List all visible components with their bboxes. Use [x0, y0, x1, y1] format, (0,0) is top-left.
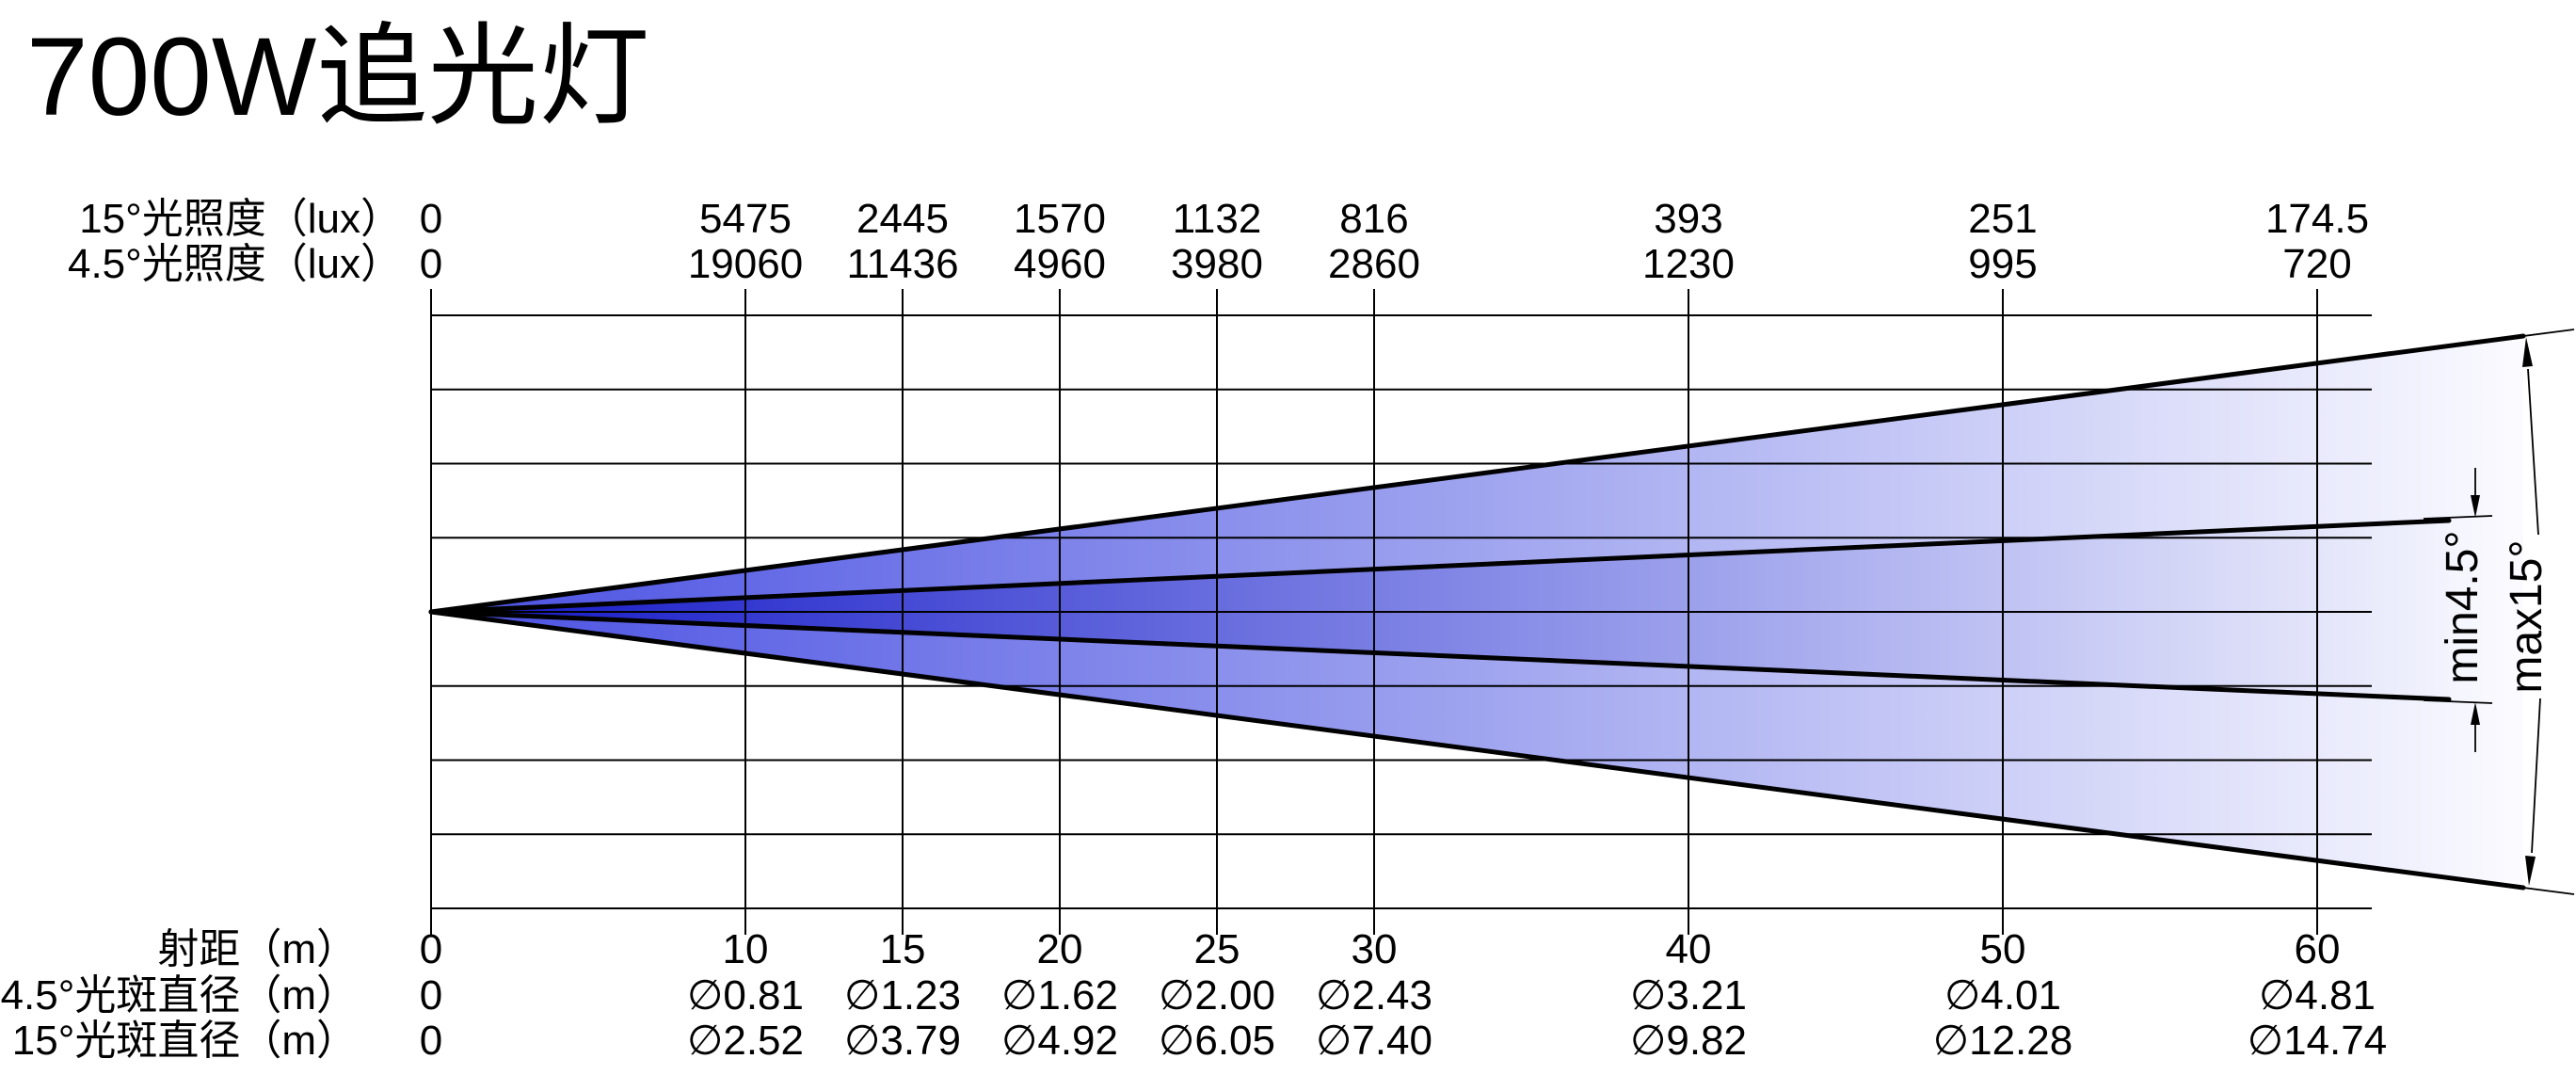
- value-cell: ∅2.52: [687, 1018, 804, 1064]
- value-cell: 15: [880, 926, 926, 972]
- arrowhead-max-down: [2525, 856, 2536, 886]
- beam-edge-15deg-bottom: [428, 609, 2526, 890]
- grid: [430, 289, 2372, 935]
- value-cell: 0: [420, 196, 442, 242]
- value-cell: ∅2.00: [1159, 972, 1275, 1019]
- value-cell: ∅0.81: [687, 972, 804, 1019]
- dimension-annotations: [2423, 329, 2575, 895]
- value-cell: ∅4.92: [1001, 1018, 1118, 1064]
- value-cell: 995: [1968, 241, 2037, 287]
- beam-edge-15deg-top: [428, 333, 2526, 615]
- value-cell: ∅1.62: [1001, 972, 1118, 1019]
- value-cell: 3980: [1171, 241, 1263, 287]
- row-dia45-values: 0 ∅0.81 ∅1.23 ∅1.62 ∅2.00 ∅2.43 ∅3.21 ∅4…: [420, 972, 2376, 1019]
- value-cell: 174.5: [2265, 196, 2369, 242]
- value-cell: 2860: [1328, 241, 1420, 287]
- row-label-lux15: 15°光照度（lux）: [79, 196, 402, 242]
- value-cell: 20: [1037, 926, 1083, 972]
- value-cell: 0: [420, 241, 442, 287]
- extension-line-4p5deg-top: [2423, 515, 2493, 520]
- arrowhead-min-down: [2471, 495, 2480, 518]
- arrowhead-min-up: [2471, 702, 2480, 725]
- page-title: 700W追光灯: [26, 15, 649, 139]
- value-cell: 816: [1339, 196, 1408, 242]
- row-lux15-values: 0 5475 2445 1570 1132 816 393 251 174.5: [420, 196, 2369, 242]
- extension-line-4p5deg-bottom: [2423, 699, 2493, 704]
- value-cell: 19060: [688, 241, 803, 287]
- beam-max-angle-label: max15°: [2502, 539, 2552, 693]
- value-cell: 720: [2282, 241, 2351, 287]
- value-cell: ∅7.40: [1316, 1018, 1432, 1064]
- row-label-lux45: 4.5°光照度（lux）: [68, 241, 402, 287]
- value-cell: ∅12.28: [1933, 1018, 2072, 1064]
- beam-cone-4p5deg-fill: [431, 521, 2449, 699]
- beam-edge-4p5deg-bottom: [428, 609, 2452, 702]
- value-cell: 0: [420, 1018, 442, 1064]
- arrowhead-max-up: [2522, 337, 2533, 367]
- extension-line-15deg-bottom: [2493, 883, 2575, 895]
- row-dia15-values: 0 ∅2.52 ∅3.79 ∅4.92 ∅6.05 ∅7.40 ∅9.82 ∅1…: [420, 1018, 2387, 1064]
- row-label-dia45: 4.5°光斑直径（m）: [1, 972, 358, 1019]
- value-cell: 1570: [1014, 196, 1106, 242]
- value-cell: ∅2.43: [1316, 972, 1432, 1019]
- row-label-dist: 射距（m）: [157, 926, 358, 972]
- value-cell: 5475: [699, 196, 792, 242]
- value-cell: ∅3.79: [844, 1018, 961, 1064]
- value-cell: 11436: [846, 241, 958, 287]
- value-cell: ∅4.81: [2259, 972, 2376, 1019]
- value-cell: ∅6.05: [1159, 1018, 1275, 1064]
- value-cell: 10: [723, 926, 769, 972]
- value-cell: 40: [1666, 926, 1712, 972]
- beam-min-angle-label: min4.5°: [2438, 530, 2488, 683]
- beam-edge-4p5deg-top: [428, 518, 2452, 615]
- value-cell: 30: [1352, 926, 1398, 972]
- row-labels: 15°光照度（lux） 4.5°光照度（lux） 射距（m） 4.5°光斑直径（…: [1, 196, 402, 1064]
- value-cell: 2445: [856, 196, 949, 242]
- row-label-dia15: 15°光斑直径（m）: [12, 1018, 358, 1064]
- value-cell: ∅14.74: [2248, 1018, 2387, 1064]
- value-cell: 0: [420, 926, 442, 972]
- value-cell: 1132: [1173, 196, 1262, 242]
- value-cell: ∅4.01: [1944, 972, 2061, 1019]
- row-lux45-values: 0 19060 11436 4960 3980 2860 1230 995 72…: [420, 241, 2352, 287]
- value-cell: 1230: [1642, 241, 1735, 287]
- value-cell: 25: [1194, 926, 1240, 972]
- value-cell: ∅9.82: [1630, 1018, 1747, 1064]
- value-cell: 393: [1654, 196, 1722, 242]
- value-cell: ∅1.23: [844, 972, 961, 1019]
- dim-line-max-top: [2527, 368, 2539, 536]
- dimension-arrowheads: [2471, 337, 2536, 886]
- value-cell: 251: [1968, 196, 2037, 242]
- row-distance-values: 0 10 15 20 25 30 40 50 60: [420, 926, 2341, 972]
- value-cell: ∅3.21: [1630, 972, 1747, 1019]
- extension-line-15deg-top: [2493, 329, 2575, 341]
- value-cell: 60: [2295, 926, 2341, 972]
- value-cell: 0: [420, 972, 442, 1019]
- beam-edges: [428, 333, 2526, 890]
- value-cell: 4960: [1014, 241, 1106, 287]
- dim-line-max-bottom: [2531, 698, 2541, 854]
- value-cell: 50: [1980, 926, 2026, 972]
